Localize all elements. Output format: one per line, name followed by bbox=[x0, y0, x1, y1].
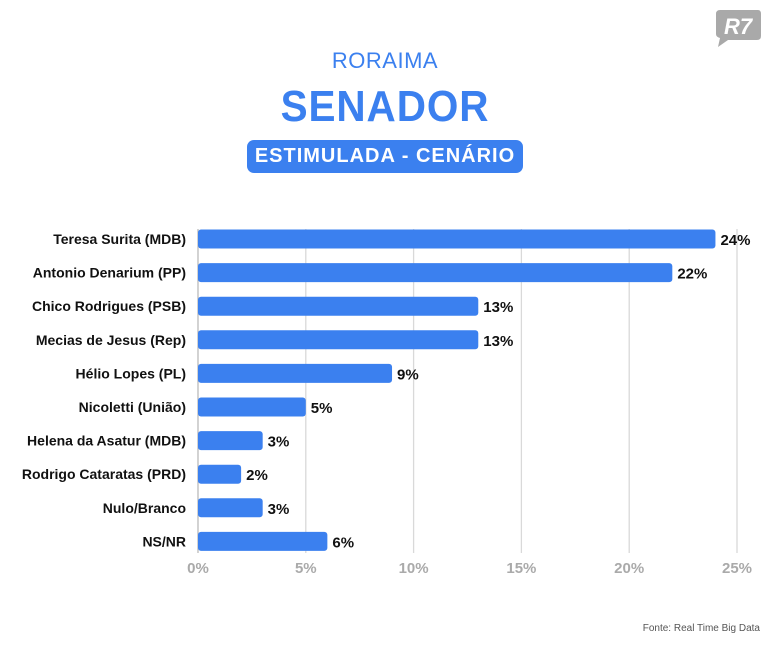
svg-text:R7: R7 bbox=[724, 14, 754, 39]
value-label: 24% bbox=[720, 232, 750, 249]
x-tick-label: 15% bbox=[506, 560, 536, 577]
page-title: SENADOR bbox=[280, 82, 490, 131]
value-label: 13% bbox=[483, 333, 513, 350]
x-tick-label: 20% bbox=[614, 560, 644, 577]
bar-chart: 0% 5% 10% 15% 20% 25% Teresa Surita (MDB) 24% An… bbox=[22, 229, 752, 577]
bar bbox=[198, 464, 242, 484]
bar bbox=[198, 531, 328, 551]
bar bbox=[198, 296, 479, 316]
category-label: Chico Rodrigues (PSB) bbox=[32, 298, 186, 314]
category-label: Mecias de Jesus (Rep) bbox=[36, 332, 186, 348]
x-tick-label: 0% bbox=[187, 560, 209, 577]
bar bbox=[198, 330, 479, 350]
category-label: Rodrigo Cataratas (PRD) bbox=[22, 466, 186, 482]
value-label: 13% bbox=[483, 299, 513, 316]
category-label: Teresa Surita (MDB) bbox=[53, 231, 186, 247]
category-label: Nulo/Branco bbox=[103, 500, 186, 516]
value-label: 22% bbox=[677, 266, 707, 283]
r7-logo: R7 bbox=[714, 8, 762, 53]
x-tick-label: 10% bbox=[399, 560, 429, 577]
bar bbox=[198, 229, 716, 249]
value-label: 5% bbox=[311, 400, 333, 417]
value-label: 3% bbox=[268, 434, 290, 451]
value-label: 2% bbox=[246, 467, 268, 484]
bar bbox=[198, 263, 673, 283]
category-label: Hélio Lopes (PL) bbox=[76, 365, 186, 381]
bar bbox=[198, 363, 393, 383]
bar bbox=[198, 397, 306, 417]
bar bbox=[198, 431, 263, 451]
value-label: 9% bbox=[397, 366, 419, 383]
region-subtitle: RORAIMA bbox=[331, 48, 439, 73]
x-tick-label: 5% bbox=[295, 560, 317, 577]
value-label: 3% bbox=[268, 501, 290, 518]
category-label: Antonio Denarium (PP) bbox=[33, 265, 186, 281]
category-label: Helena da Asatur (MDB) bbox=[27, 433, 186, 449]
scenario-badge: ESTIMULADA - CENÁRIO 1 bbox=[247, 140, 523, 200]
value-label: 6% bbox=[332, 534, 354, 551]
category-label: NS/NR bbox=[142, 533, 186, 549]
source-note: Fonte: Real Time Big Data bbox=[642, 623, 760, 634]
x-tick-label: 25% bbox=[722, 560, 752, 577]
bar bbox=[198, 498, 263, 518]
category-label: Nicoletti (União) bbox=[79, 399, 186, 415]
